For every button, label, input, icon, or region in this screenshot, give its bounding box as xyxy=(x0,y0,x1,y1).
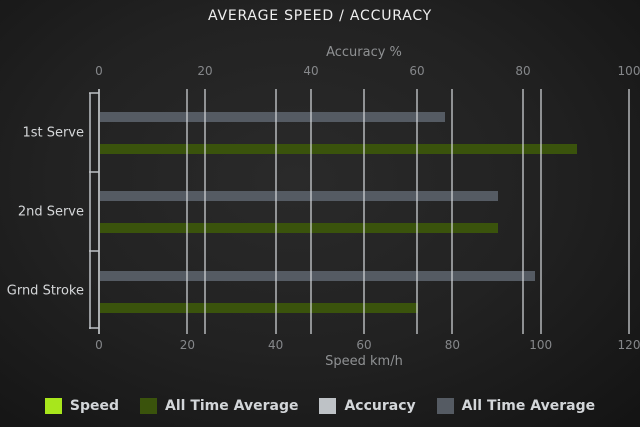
bottom-axis-tick-label: 100 xyxy=(529,338,553,352)
legend-item: All Time Average xyxy=(140,398,298,414)
top-axis-tick-label: 40 xyxy=(303,64,319,78)
top-axis-gridline xyxy=(416,89,418,334)
top-axis-tick-label: 60 xyxy=(409,64,425,78)
category-label: Grnd Stroke xyxy=(6,283,84,299)
top-axis-gridline xyxy=(522,89,524,334)
chart-title: AVERAGE SPEED / ACCURACY xyxy=(207,8,433,24)
bottom-axis-tick-label: 60 xyxy=(356,338,372,352)
category-label: 2nd Serve xyxy=(17,204,84,220)
legend-item: Accuracy xyxy=(319,398,416,414)
category-axis-tick xyxy=(89,171,99,173)
legend-swatch xyxy=(44,398,62,414)
bar-accuracy-all-time-average xyxy=(100,112,445,122)
category-axis-line xyxy=(89,93,91,329)
bar-speed-all-time-average xyxy=(100,144,577,154)
top-axis-gridline xyxy=(628,89,630,334)
bottom-axis-gridline xyxy=(275,89,277,334)
zero-axis-line xyxy=(98,89,100,334)
bar-accuracy-all-time-average xyxy=(100,270,535,281)
legend-item: All Time Average xyxy=(436,398,596,414)
top-axis-title: Accuracy % xyxy=(326,45,402,60)
legend-swatch xyxy=(140,398,158,414)
legend-item: Speed xyxy=(44,398,120,414)
top-axis-tick-label: 0 xyxy=(95,64,103,78)
top-axis-tick-label: 20 xyxy=(197,64,213,78)
legend-label: All Time Average xyxy=(461,398,596,414)
top-axis-tick-label: 100 xyxy=(617,64,640,78)
bottom-axis-gridline xyxy=(363,89,365,334)
bottom-axis-tick-label: 40 xyxy=(268,338,284,352)
bottom-axis-gridline xyxy=(186,89,188,334)
top-axis-gridline xyxy=(310,89,312,334)
chart-legend: Speed All Time Average Accuracy All Time Av… xyxy=(0,398,640,414)
top-axis-tick-label: 80 xyxy=(515,64,531,78)
bar-accuracy-all-time-average xyxy=(100,191,498,202)
category-axis-tick xyxy=(89,327,99,329)
bottom-axis-tick-label: 80 xyxy=(444,338,460,352)
bottom-axis-gridline xyxy=(451,89,453,334)
category-axis-tick xyxy=(89,250,99,252)
legend-label: All Time Average xyxy=(165,398,299,414)
top-axis-gridline xyxy=(204,89,206,334)
bottom-axis-tick-label: 120 xyxy=(617,338,640,352)
bottom-axis-tick-label: 0 xyxy=(95,338,103,352)
legend-swatch xyxy=(319,398,337,414)
bottom-axis-tick-label: 20 xyxy=(179,338,195,352)
legend-label: Speed xyxy=(69,398,120,414)
legend-label: Accuracy xyxy=(344,398,416,414)
bottom-axis-title: Speed km/h xyxy=(325,354,403,369)
bottom-axis-gridline xyxy=(540,89,542,334)
legend-swatch xyxy=(436,398,454,414)
bar-speed-all-time-average xyxy=(100,223,498,234)
category-label: 1st Serve xyxy=(22,125,84,141)
category-axis-tick xyxy=(89,92,99,94)
bar-speed-all-time-average xyxy=(100,302,418,313)
